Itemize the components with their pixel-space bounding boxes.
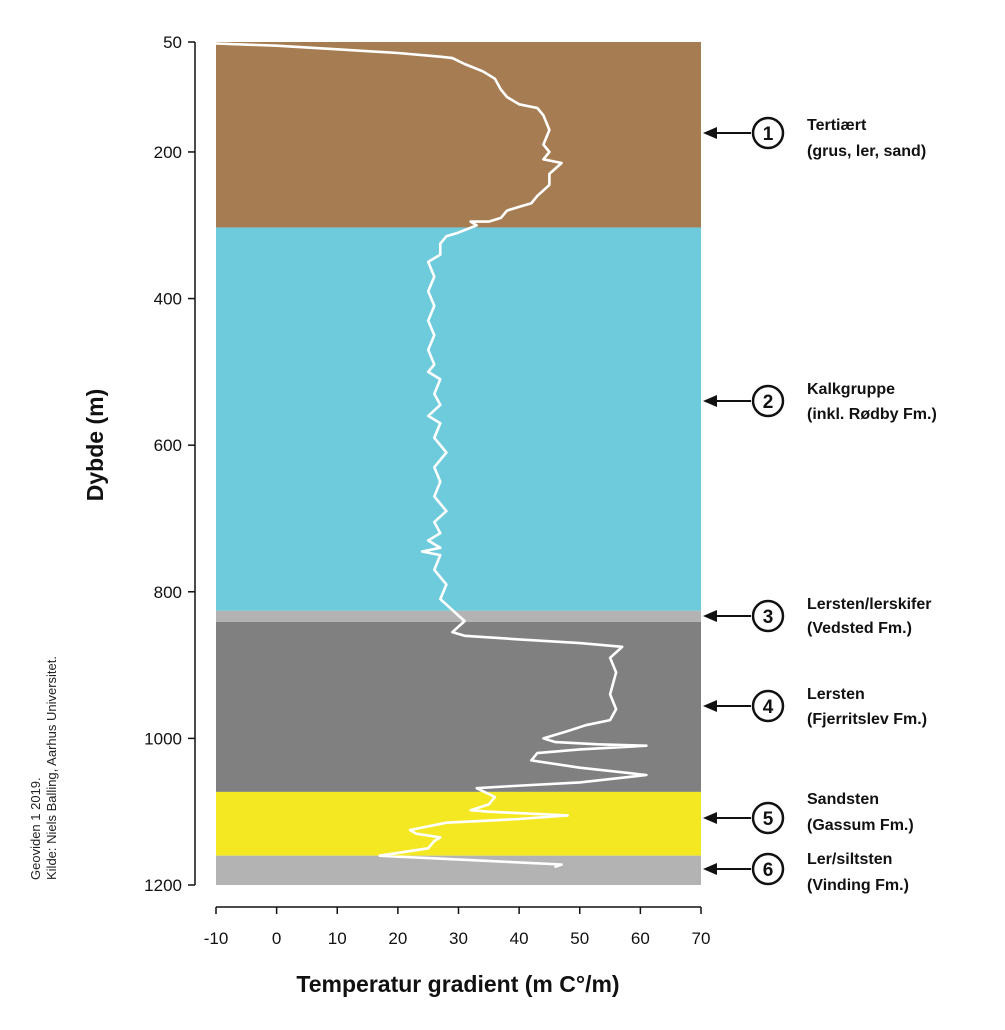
y-tick-label-600: 600 [154,436,182,455]
layer-label-line1-1: Tertiært [807,117,867,134]
geological-layers [216,42,701,885]
y-tick-label-400: 400 [154,290,182,309]
x-tick-label-70: 70 [692,929,711,948]
arrow-head-6 [703,863,717,875]
layer-number-1: 1 [763,124,774,145]
x-tick-label-0: 0 [272,929,281,948]
y-tick-label-50: 50 [163,33,182,52]
x-tick-label-30: 30 [449,929,468,948]
x-tick-label--10: -10 [204,929,229,948]
gradient-series [214,42,648,868]
layer-label-line2-2: (inkl. Rødby Fm.) [807,406,937,423]
layer-annotation-4: 4 Lersten (Fjerritslev Fm.) [703,686,927,728]
layer-annotation-5: 5 Sandsten (Gassum Fm.) [703,791,914,835]
layer-annotation-6: 6 Ler/siltsten (Vinding Fm.) [703,851,909,894]
layer-label-line2-3: (Vedsted Fm.) [807,620,912,637]
x-tick-label-10: 10 [328,929,347,948]
credit-line-1: Geoviden 1 2019. [28,777,43,880]
layer-number-circle-2 [751,384,785,418]
layer-band-2 [216,227,701,611]
arrow-head-1 [703,127,717,139]
layer-number-circle-4 [751,689,785,723]
layer-label-line1-3: Lersten/lerskifer [807,596,932,613]
layer-label-line2-1: (grus, ler, sand) [807,143,926,160]
layer-number-6: 6 [763,860,774,881]
x-tick-label-40: 40 [510,929,529,948]
layer-number-circle-6 [751,852,785,886]
layer-number-4: 4 [763,697,774,718]
layer-annotation-3: 3 Lersten/lerskifer (Vedsted Fm.) [703,596,932,637]
y-tick-label-1000: 1000 [144,729,182,748]
layer-label-line2-6: (Vinding Fm.) [807,877,909,894]
layer-band-1 [216,42,701,228]
layer-annotations: 1 Tertiært (grus, ler, sand) 2 Kalkgruppe (in… [703,116,937,894]
x-axis: -10 0 10 20 30 40 50 60 70 [204,906,711,948]
credit-line-2: Kilde: Niels Balling, Aarhus Universitet… [44,656,59,880]
credit-text: Geoviden 1 2019. Kilde: Niels Balling, A… [28,656,59,880]
layer-label-line1-4: Lersten [807,686,865,703]
y-tick-label-800: 800 [154,583,182,602]
layer-number-2: 2 [763,392,774,413]
y-axis: 50 200 400 600 800 1000 1200 [144,33,196,895]
arrow-head-3 [703,610,717,622]
arrow-head-5 [703,812,717,824]
layer-label-line1-6: Ler/siltsten [807,851,892,868]
y-tick-label-200: 200 [154,143,182,162]
layer-label-line2-5: (Gassum Fm.) [807,817,914,834]
series-line-0 [214,42,648,868]
layer-label-line1-2: Kalkgruppe [807,381,895,398]
layer-band-5 [216,791,701,856]
arrow-head-2 [703,395,717,407]
layer-label-line2-4: (Fjerritslev Fm.) [807,711,927,728]
layer-annotation-2: 2 Kalkgruppe (inkl. Rødby Fm.) [703,381,937,423]
layer-number-circle-5 [751,801,785,835]
layer-number-circle-1 [751,116,785,150]
y-tick-label-1200: 1200 [144,876,182,895]
layer-number-5: 5 [763,809,774,830]
x-tick-label-60: 60 [631,929,650,948]
arrow-head-4 [703,700,717,712]
layer-band-4 [216,621,701,792]
layer-label-line1-5: Sandsten [807,791,879,808]
layer-number-3: 3 [763,607,774,628]
y-axis-title: Dybde (m) [82,389,108,501]
layer-number-circle-3 [751,599,785,633]
x-tick-label-20: 20 [388,929,407,948]
layer-annotation-1: 1 Tertiært (grus, ler, sand) [703,116,926,160]
x-axis-title: Temperatur gradient (m C°/m) [296,971,619,997]
x-tick-label-50: 50 [570,929,589,948]
